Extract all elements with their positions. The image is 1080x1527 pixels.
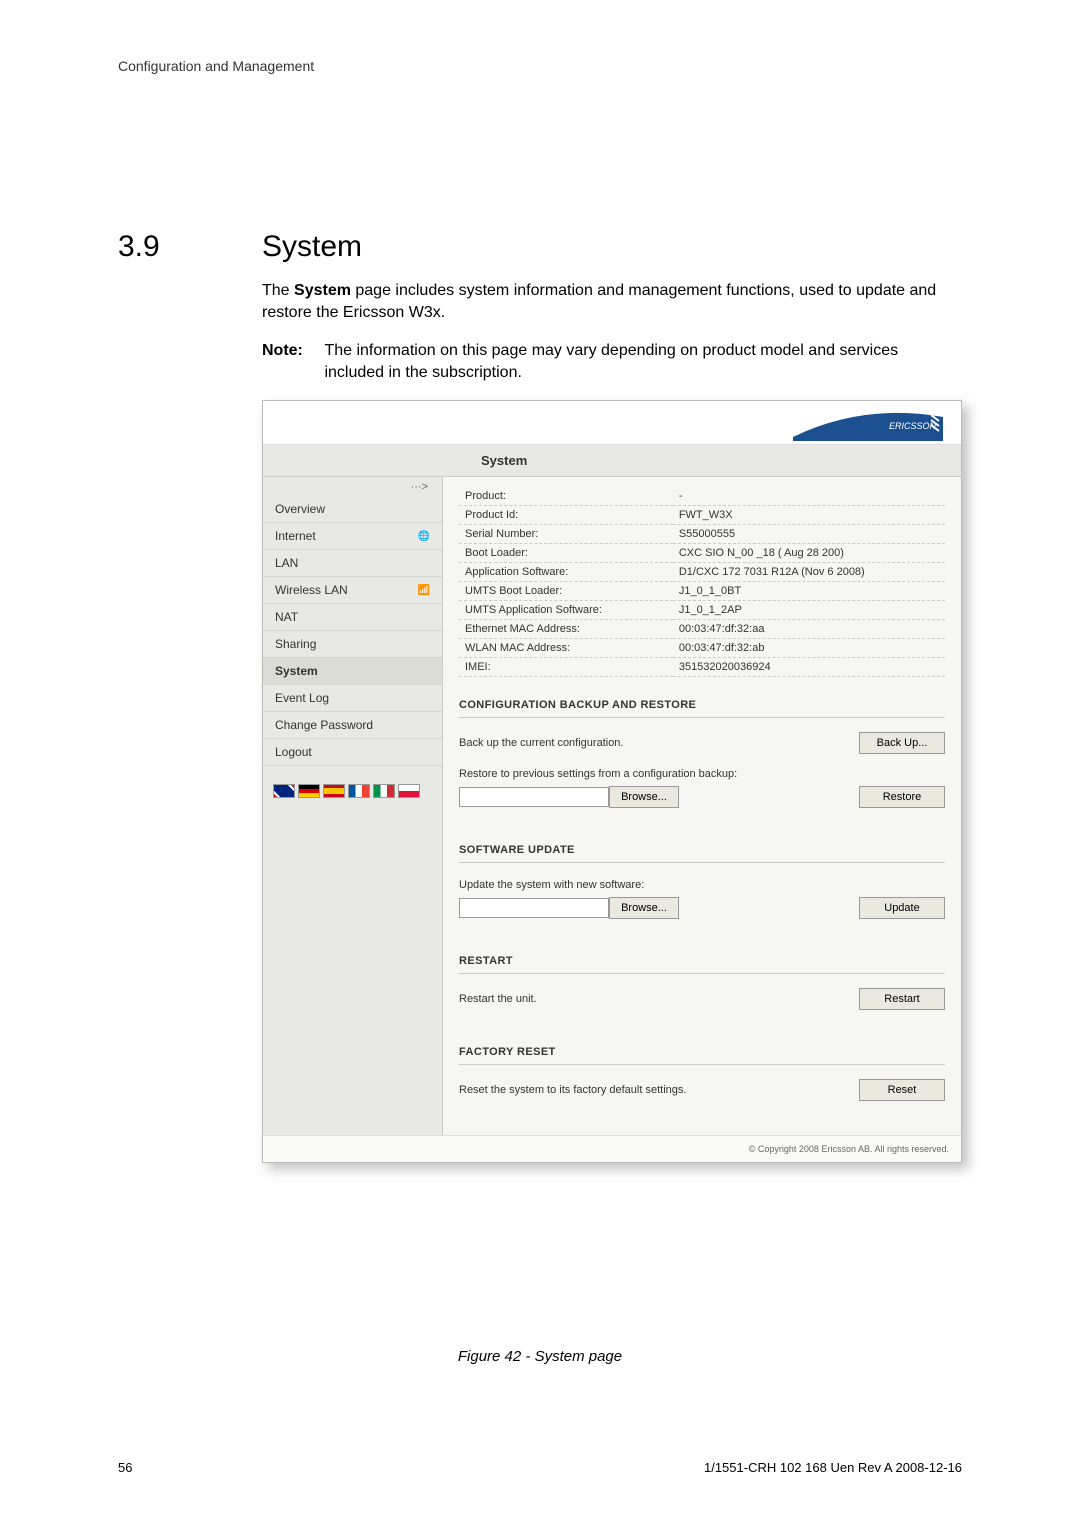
restore-text: Restore to previous settings from a conf… [459,768,945,786]
copyright-footer: © Copyright 2008 Ericsson AB. All rights… [263,1135,961,1162]
page-header: Configuration and Management [118,58,314,74]
info-row: Product:- [459,487,945,506]
sidebar-item-nat[interactable]: NAT [263,604,442,631]
section-title: System [262,230,362,264]
restore-browse-button[interactable]: Browse... [609,786,679,808]
info-value: 351532020036924 [673,658,945,677]
banner: ERICSSON [263,401,961,445]
sidebar-item-label: Sharing [275,637,316,651]
sidebar-item-label: Event Log [275,691,329,705]
system-page-screenshot: ERICSSON System ···> Overview Internet 🌐 LA… [262,400,962,1163]
reset-text: Reset the system to its factory default … [459,1084,686,1096]
info-key: WLAN MAC Address: [459,639,673,658]
sidebar-item-change-password[interactable]: Change Password [263,712,442,739]
restart-text: Restart the unit. [459,993,537,1005]
update-heading: SOFTWARE UPDATE [459,822,945,863]
note-label: Note: [262,340,320,362]
flag-it[interactable] [373,784,395,798]
info-row: Product Id:FWT_W3X [459,506,945,525]
sidebar-item-label: LAN [275,556,298,570]
restart-button[interactable]: Restart [859,988,945,1010]
info-key: Product: [459,487,673,506]
restart-heading: RESTART [459,933,945,974]
ericsson-logo: ERICSSON [793,407,943,441]
sidebar-item-label: NAT [275,610,298,624]
sidebar-item-internet[interactable]: Internet 🌐 [263,523,442,550]
sidebar-item-event-log[interactable]: Event Log [263,685,442,712]
info-row: Serial Number:S55000555 [459,525,945,544]
info-row: WLAN MAC Address:00:03:47:df:32:ab [459,639,945,658]
sidebar-item-overview[interactable]: Overview [263,496,442,523]
sidebar-item-lan[interactable]: LAN [263,550,442,577]
info-value: J1_0_1_0BT [673,582,945,601]
info-key: UMTS Application Software: [459,601,673,620]
info-key: IMEI: [459,658,673,677]
info-key: Boot Loader: [459,544,673,563]
info-key: UMTS Boot Loader: [459,582,673,601]
info-row: Application Software:D1/CXC 172 7031 R12… [459,563,945,582]
sidebar-item-sharing[interactable]: Sharing [263,631,442,658]
breadcrumb-arrow: ···> [263,477,442,496]
sidebar-item-wireless-lan[interactable]: Wireless LAN 📶 [263,577,442,604]
info-key: Serial Number: [459,525,673,544]
restore-button[interactable]: Restore [859,786,945,808]
content-title: System [263,445,961,477]
intro-paragraph: The System page includes system informat… [262,280,942,323]
sidebar-item-label: Change Password [275,718,373,732]
note-body: The information on this page may vary de… [324,340,924,383]
sidebar: ···> Overview Internet 🌐 LAN Wireless LAN 📶 NA… [263,477,443,1135]
sidebar-item-label: Logout [275,745,312,759]
sidebar-item-system[interactable]: System [263,658,442,685]
update-button[interactable]: Update [859,897,945,919]
update-browse-button[interactable]: Browse... [609,897,679,919]
system-info-table: Product:-Product Id:FWT_W3XSerial Number… [459,487,945,677]
info-row: IMEI:351532020036924 [459,658,945,677]
info-row: Ethernet MAC Address:00:03:47:df:32:aa [459,620,945,639]
info-key: Application Software: [459,563,673,582]
flag-de[interactable] [298,784,320,798]
flag-uk[interactable] [273,784,295,798]
update-file-input[interactable] [459,898,609,918]
info-value: S55000555 [673,525,945,544]
info-value: CXC SIO N_00 _18 ( Aug 28 200) [673,544,945,563]
reset-heading: FACTORY RESET [459,1024,945,1065]
info-value: 00:03:47:df:32:aa [673,620,945,639]
info-value: FWT_W3X [673,506,945,525]
info-value: - [673,487,945,506]
flag-pl[interactable] [398,784,420,798]
note-block: Note: The information on this page may v… [262,340,942,383]
sidebar-item-label: Overview [275,502,325,516]
sidebar-item-label: System [275,664,318,678]
info-value: J1_0_1_2AP [673,601,945,620]
info-value: 00:03:47:df:32:ab [673,639,945,658]
language-flags [263,766,442,816]
backup-heading: CONFIGURATION BACKUP AND RESTORE [459,677,945,718]
flag-fr[interactable] [348,784,370,798]
info-row: UMTS Application Software:J1_0_1_2AP [459,601,945,620]
sidebar-item-label: Wireless LAN [275,583,348,597]
info-value: D1/CXC 172 7031 R12A (Nov 6 2008) [673,563,945,582]
info-key: Ethernet MAC Address: [459,620,673,639]
sidebar-item-logout[interactable]: Logout [263,739,442,766]
section-number: 3.9 [118,230,160,264]
wifi-icon: 📶 [418,585,430,596]
globe-icon: 🌐 [418,531,430,542]
info-key: Product Id: [459,506,673,525]
reset-button[interactable]: Reset [859,1079,945,1101]
page-number: 56 [118,1460,132,1475]
info-row: Boot Loader:CXC SIO N_00 _18 ( Aug 28 20… [459,544,945,563]
info-row: UMTS Boot Loader:J1_0_1_0BT [459,582,945,601]
backup-button[interactable]: Back Up... [859,732,945,754]
main-content: Product:-Product Id:FWT_W3XSerial Number… [443,477,961,1135]
restore-file-input[interactable] [459,787,609,807]
sidebar-item-label: Internet [275,529,316,543]
figure-caption: Figure 42 - System page [0,1348,1080,1365]
backup-text: Back up the current configuration. [459,737,623,749]
flag-es[interactable] [323,784,345,798]
svg-text:ERICSSON: ERICSSON [889,421,937,431]
update-text: Update the system with new software: [459,873,945,897]
document-footer: 1/1551-CRH 102 168 Uen Rev A 2008-12-16 [704,1460,962,1475]
